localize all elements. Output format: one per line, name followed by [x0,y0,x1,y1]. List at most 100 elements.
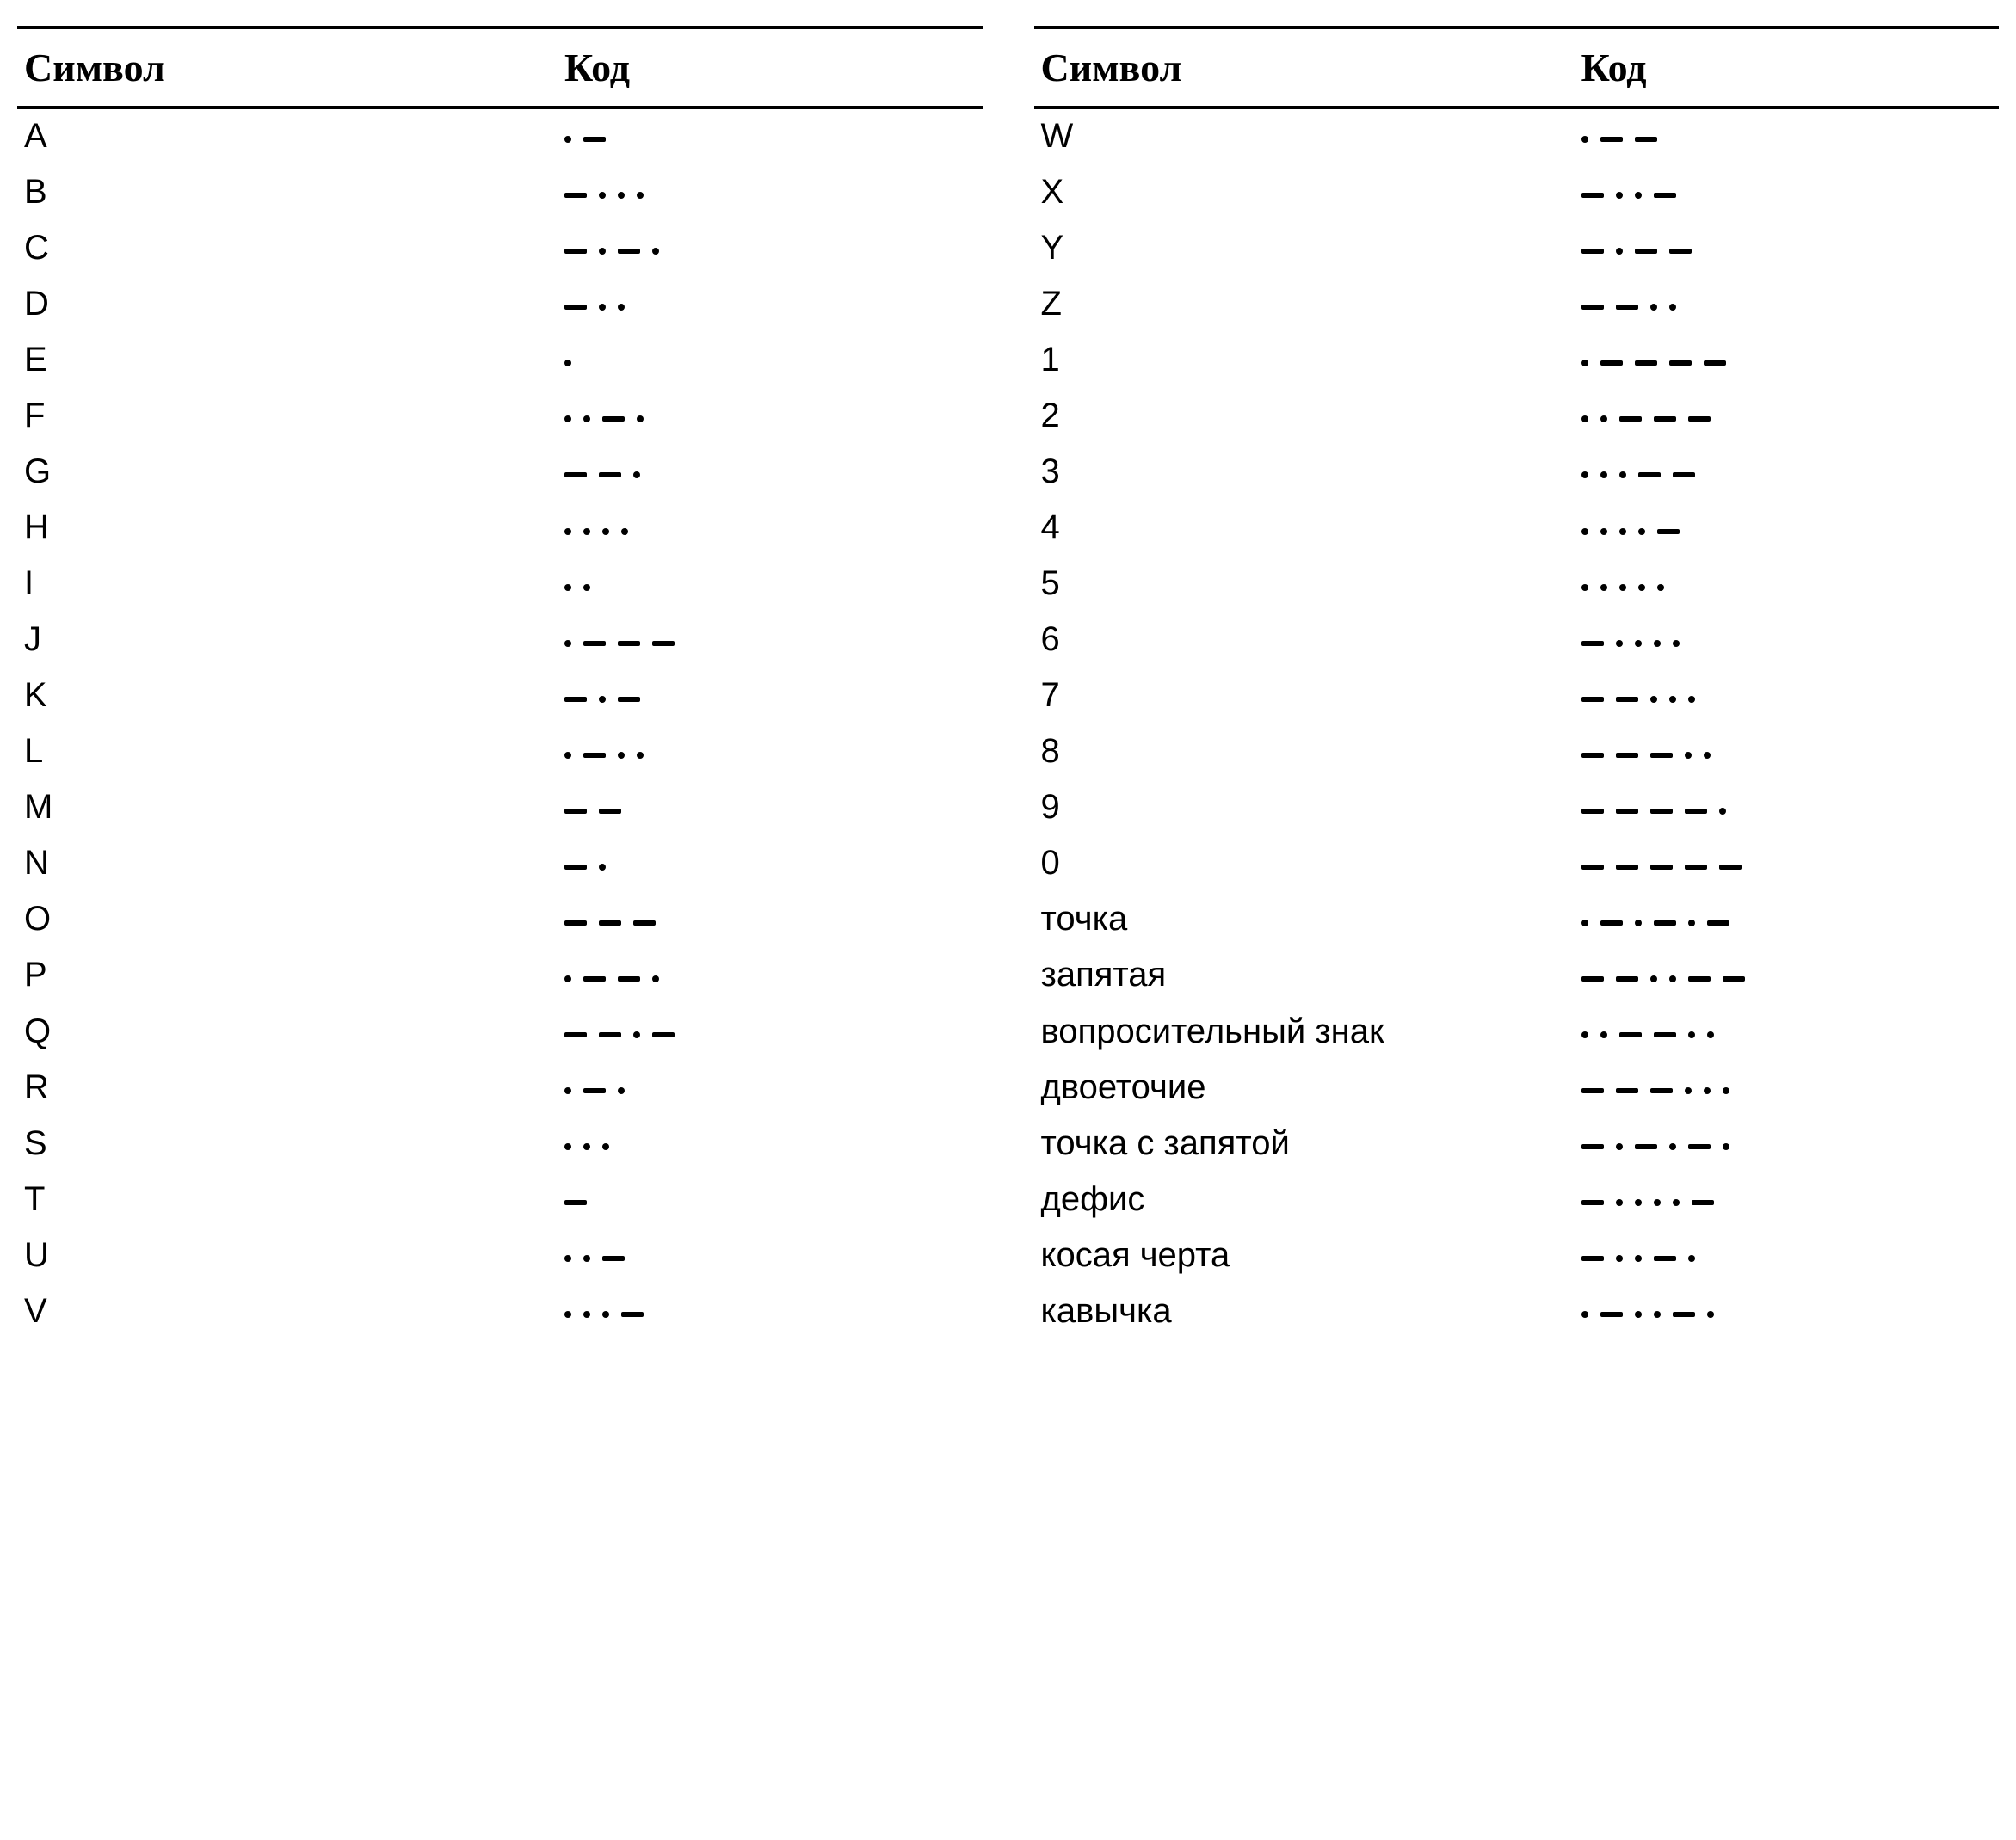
code-cell [558,1172,982,1228]
table-row: G [17,445,983,501]
table-row: P [17,948,983,1004]
symbol-cell: 2 [1034,389,1575,445]
table-row: A [17,108,983,165]
morse-table-right: Символ Код WXYZ1234567890точказапятаявоп… [1034,26,2000,1340]
symbol-cell: 9 [1034,780,1575,836]
code-cell [1575,612,1999,668]
morse-table-left: Символ Код ABCDEFGHIJKLMNOPQRSTUV [17,26,983,1340]
header-symbol: Символ [1034,28,1575,108]
table-row: Q [17,1005,983,1061]
symbol-cell: 7 [1034,668,1575,724]
table-row: 8 [1034,724,2000,780]
symbol-cell: Q [17,1005,558,1061]
table-row: дефис [1034,1172,2000,1228]
symbol-cell: G [17,445,558,501]
table-row: I [17,557,983,612]
table-row: косая черта [1034,1228,2000,1284]
table-row: H [17,501,983,557]
code-cell [1575,221,1999,277]
code-cell [1575,445,1999,501]
right-column: Символ Код WXYZ1234567890точказапятаявоп… [1034,26,2000,1340]
code-cell [558,1284,982,1340]
symbol-cell: D [17,277,558,333]
table-row: M [17,780,983,836]
table-row: 6 [1034,612,2000,668]
table-row: Z [1034,277,2000,333]
table-row: D [17,277,983,333]
code-cell [1575,557,1999,612]
table-row: запятая [1034,948,2000,1004]
code-cell [1575,1005,1999,1061]
code-cell [558,892,982,948]
code-cell [1575,948,1999,1004]
code-cell [558,948,982,1004]
symbol-cell: V [17,1284,558,1340]
symbol-cell: A [17,108,558,165]
table-row: N [17,836,983,892]
symbol-cell: K [17,668,558,724]
code-cell [1575,333,1999,389]
symbol-cell: косая черта [1034,1228,1575,1284]
table-header-row: Символ Код [1034,28,2000,108]
table-row: O [17,892,983,948]
morse-table-columns: Символ Код ABCDEFGHIJKLMNOPQRSTUV Символ… [17,26,1999,1340]
code-cell [1575,165,1999,221]
symbol-cell: M [17,780,558,836]
table-row: 7 [1034,668,2000,724]
table-row: 0 [1034,836,2000,892]
symbol-cell: I [17,557,558,612]
code-cell [558,389,982,445]
code-cell [1575,668,1999,724]
code-cell [558,780,982,836]
symbol-cell: U [17,1228,558,1284]
header-code: Код [558,28,982,108]
code-cell [558,333,982,389]
symbol-cell: точка [1034,892,1575,948]
symbol-cell: F [17,389,558,445]
symbol-cell: N [17,836,558,892]
code-cell [558,1005,982,1061]
symbol-cell: 6 [1034,612,1575,668]
symbol-cell: Z [1034,277,1575,333]
symbol-cell: кавычка [1034,1284,1575,1340]
code-cell [1575,1061,1999,1117]
table-row: 5 [1034,557,2000,612]
code-cell [558,1117,982,1172]
symbol-cell: запятая [1034,948,1575,1004]
table-row: K [17,668,983,724]
code-cell [558,277,982,333]
symbol-cell: L [17,724,558,780]
symbol-cell: 1 [1034,333,1575,389]
symbol-cell: вопросительный знак [1034,1005,1575,1061]
header-symbol: Символ [17,28,558,108]
code-cell [558,1061,982,1117]
code-cell [1575,836,1999,892]
left-column: Символ Код ABCDEFGHIJKLMNOPQRSTUV [17,26,983,1340]
code-cell [1575,1228,1999,1284]
table-row: V [17,1284,983,1340]
table-row: R [17,1061,983,1117]
table-row: F [17,389,983,445]
table-row: U [17,1228,983,1284]
table-row: двоеточие [1034,1061,2000,1117]
symbol-cell: H [17,501,558,557]
table-row: C [17,221,983,277]
symbol-cell: C [17,221,558,277]
code-cell [558,668,982,724]
code-cell [1575,1172,1999,1228]
symbol-cell: R [17,1061,558,1117]
table-row: L [17,724,983,780]
code-cell [1575,277,1999,333]
symbol-cell: точка с запятой [1034,1117,1575,1172]
symbol-cell: E [17,333,558,389]
table-row: S [17,1117,983,1172]
header-code: Код [1575,28,1999,108]
code-cell [1575,108,1999,165]
symbol-cell: O [17,892,558,948]
symbol-cell: B [17,165,558,221]
table-row: кавычка [1034,1284,2000,1340]
code-cell [558,612,982,668]
code-cell [558,557,982,612]
symbol-cell: 5 [1034,557,1575,612]
table-row: 3 [1034,445,2000,501]
